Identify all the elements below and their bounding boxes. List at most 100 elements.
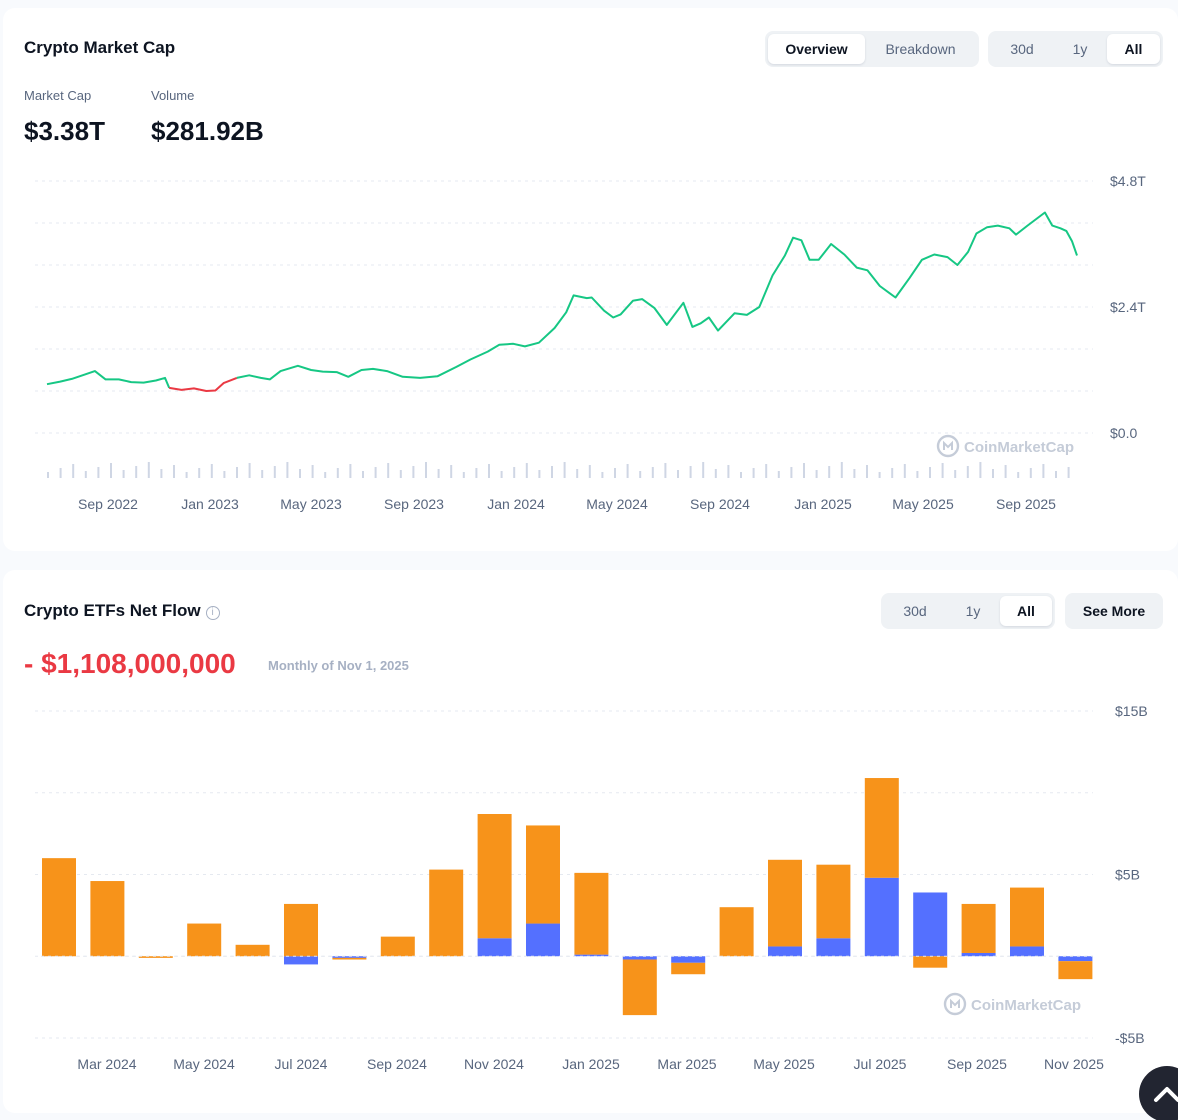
watermark-text: CoinMarketCap bbox=[971, 997, 1081, 1014]
volume-bar bbox=[790, 467, 793, 478]
view-toggle: Overview Breakdown bbox=[765, 31, 979, 67]
volume-label: Volume bbox=[151, 88, 195, 103]
x-tick-label: Sep 2023 bbox=[384, 496, 444, 512]
eth-etf-bar bbox=[768, 946, 802, 957]
volume-bar bbox=[198, 468, 201, 478]
y-tick-label: $5B bbox=[1115, 867, 1140, 883]
coinmarketcap-logo-mark bbox=[950, 998, 960, 1008]
etf-title: Crypto ETFs Net Flow bbox=[24, 601, 201, 620]
volume-bar bbox=[588, 465, 591, 478]
scroll-to-top-button[interactable] bbox=[1139, 1066, 1178, 1120]
volume-bar bbox=[173, 465, 175, 478]
eth-etf-bar bbox=[961, 952, 996, 957]
btc-etf-bar bbox=[864, 778, 899, 878]
see-more-button[interactable]: See More bbox=[1065, 593, 1163, 629]
volume-bar bbox=[601, 472, 604, 478]
etf-net-flow-bar-chart[interactable]: $15B $5B -$5B CoinMarketCap Mar 2024 May 2024… bbox=[3, 570, 1178, 1113]
btc-etf-bar bbox=[671, 962, 706, 975]
btc-etf-bar bbox=[187, 923, 222, 957]
volume-bar bbox=[299, 469, 301, 478]
btc-etf-bar bbox=[429, 869, 464, 957]
coinmarketcap-watermark: CoinMarketCap bbox=[936, 434, 1074, 458]
btc-etf-bar bbox=[816, 864, 851, 939]
volume-bar bbox=[412, 466, 415, 478]
volume-bar bbox=[374, 467, 377, 478]
volume-bar bbox=[1029, 468, 1032, 478]
volume-bar bbox=[903, 464, 906, 478]
btc-etf-bar bbox=[138, 956, 173, 958]
coinmarketcap-logo-icon bbox=[936, 434, 960, 458]
volume-bar bbox=[891, 468, 894, 478]
volume-bar bbox=[777, 471, 780, 478]
volume-bar bbox=[677, 470, 679, 478]
volume-bar bbox=[362, 471, 364, 478]
volume-value: $281.92B bbox=[151, 116, 264, 146]
x-tick-label: Jan 2024 bbox=[487, 496, 545, 512]
btc-etf-bar bbox=[90, 881, 125, 957]
btc-etf-bar bbox=[380, 936, 415, 957]
tab-breakdown[interactable]: Breakdown bbox=[885, 41, 956, 57]
y-tick-label: $15B bbox=[1115, 703, 1148, 719]
y-tick-label: $4.8T bbox=[1110, 173, 1146, 189]
volume-bar bbox=[437, 469, 440, 478]
volume-bar bbox=[954, 470, 957, 478]
etf-range-1y[interactable]: 1y bbox=[965, 603, 981, 619]
x-tick-label: Jan 2025 bbox=[794, 496, 852, 512]
range-toggle: 30d 1y All bbox=[988, 31, 1163, 67]
market-cap-line bbox=[169, 376, 238, 392]
eth-etf-bar bbox=[816, 938, 851, 957]
volume-bar bbox=[1017, 472, 1020, 478]
volume-bar bbox=[399, 470, 402, 478]
volume-bar bbox=[462, 472, 465, 478]
x-tick-label: Nov 2024 bbox=[464, 1056, 524, 1072]
market-cap-line bbox=[46, 370, 171, 389]
coinmarketcap-logo-icon bbox=[943, 992, 967, 1016]
range-1y[interactable]: 1y bbox=[1072, 41, 1088, 57]
volume-bar bbox=[689, 466, 692, 478]
volume-bar bbox=[840, 462, 843, 478]
volume-bar bbox=[500, 471, 503, 478]
info-icon[interactable]: i bbox=[205, 606, 220, 620]
volume-bar bbox=[626, 464, 629, 478]
eth-etf-bar bbox=[1010, 946, 1044, 957]
volume-bar bbox=[122, 470, 125, 478]
eth-etf-bar bbox=[1058, 956, 1093, 962]
volume-bar bbox=[765, 464, 768, 478]
volume-bar bbox=[261, 470, 264, 478]
volume-bar bbox=[966, 466, 969, 478]
tab-overview[interactable]: Overview bbox=[768, 34, 865, 64]
volume-bar bbox=[210, 464, 213, 478]
volume-bar bbox=[752, 468, 755, 478]
market-cap-line-chart[interactable]: $4.8T $2.4T $0.0 CoinMarketCap Sep 2022 Jan 2… bbox=[3, 8, 1178, 551]
volume-bar bbox=[59, 468, 62, 478]
net-flow-value: - $1,108,000,000 bbox=[24, 648, 236, 679]
range-30d[interactable]: 30d bbox=[1010, 41, 1034, 57]
volume-bar bbox=[941, 463, 944, 478]
x-tick-label: Sep 2024 bbox=[367, 1056, 427, 1072]
x-tick-label: May 2025 bbox=[892, 496, 954, 512]
volume-bar bbox=[614, 468, 616, 478]
btc-etf-bar bbox=[1058, 961, 1093, 980]
volume-bar bbox=[248, 463, 251, 478]
eth-etf-bar bbox=[913, 892, 948, 957]
btc-etf-bar bbox=[1010, 887, 1044, 947]
etf-range-all[interactable]: All bbox=[1000, 596, 1052, 626]
volume-bar bbox=[1004, 465, 1007, 478]
volume-bar bbox=[185, 472, 188, 478]
volume-bar bbox=[828, 466, 831, 478]
etf-title-row: Crypto ETFs Net Flow i bbox=[24, 601, 220, 621]
volume-bar bbox=[324, 472, 327, 478]
range-all[interactable]: All bbox=[1107, 34, 1160, 64]
volume-bar bbox=[853, 469, 856, 478]
coinmarketcap-watermark: CoinMarketCap bbox=[943, 992, 1081, 1016]
volume-bar bbox=[1067, 467, 1070, 478]
watermark-text: CoinMarketCap bbox=[964, 439, 1074, 456]
x-tick-label: May 2023 bbox=[280, 496, 342, 512]
volume-bar bbox=[135, 466, 138, 478]
btc-etf-bar bbox=[284, 903, 318, 957]
eth-etf-bar bbox=[574, 954, 609, 957]
etf-range-30d[interactable]: 30d bbox=[903, 603, 927, 619]
etf-net-flow-card: Crypto ETFs Net Flow i 30d 1y All See Mor… bbox=[3, 570, 1178, 1113]
btc-etf-bar bbox=[961, 903, 996, 953]
x-tick-label: Sep 2025 bbox=[947, 1056, 1007, 1072]
